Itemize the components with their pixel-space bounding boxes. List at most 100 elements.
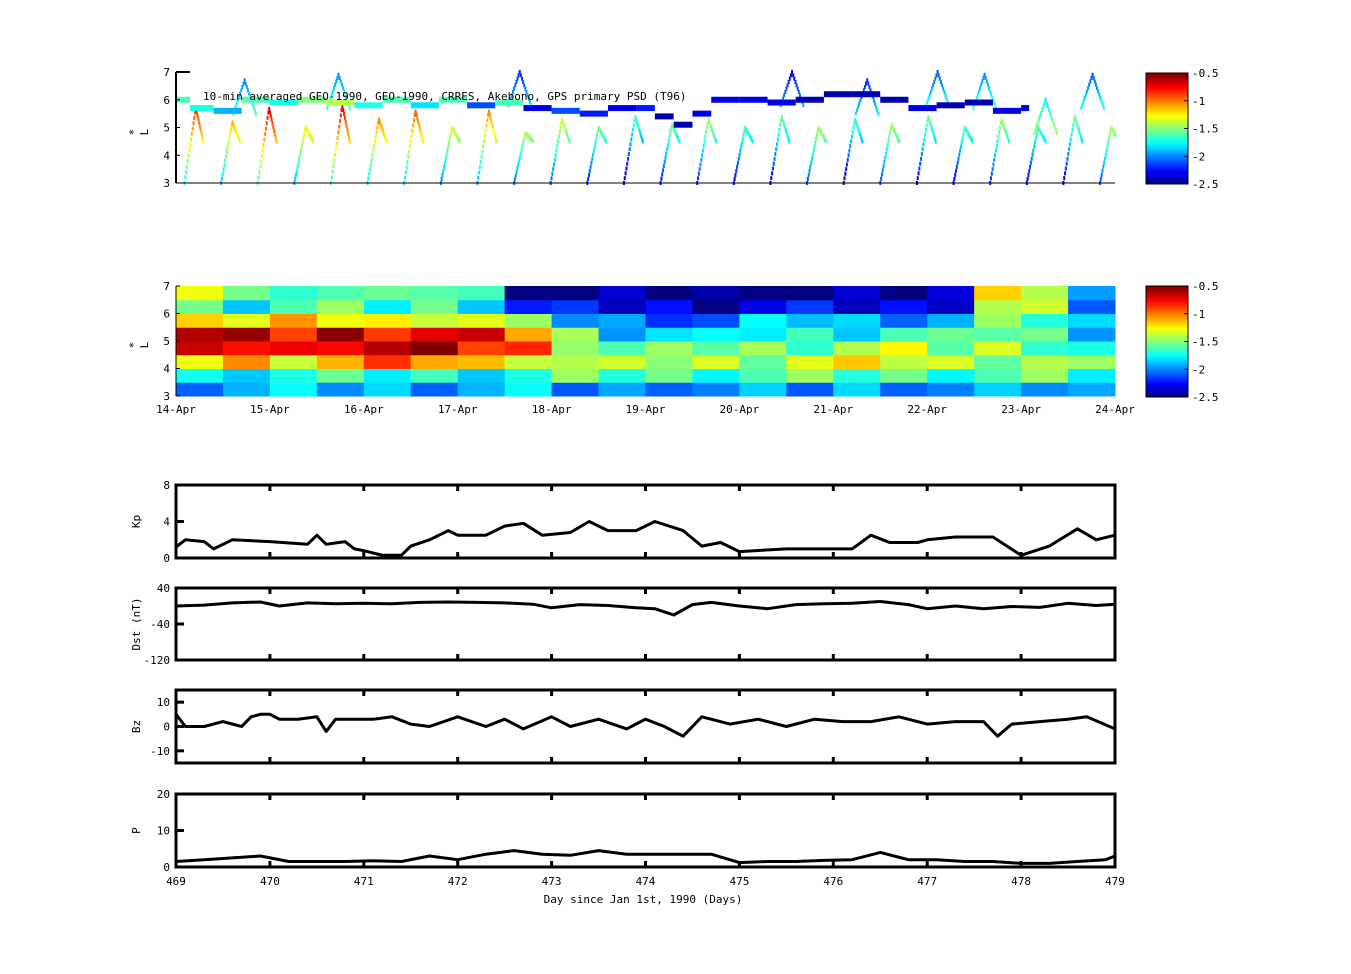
psd-point — [266, 115, 269, 120]
heatmap-cell — [715, 327, 729, 342]
psd-point — [330, 175, 333, 180]
heatmap-cell — [563, 341, 576, 356]
psd-point — [334, 82, 337, 87]
heatmap-cell — [927, 327, 940, 342]
psd-point — [637, 125, 640, 130]
psd-point — [333, 86, 336, 91]
psd-point — [197, 117, 200, 122]
heatmap-cell — [234, 327, 247, 342]
heatmap-cell — [1056, 354, 1069, 369]
psd-point — [1097, 89, 1100, 94]
heatmap-cell — [258, 382, 271, 397]
psd-point — [482, 144, 485, 149]
psd-point — [419, 129, 422, 134]
heatmap-cell — [328, 382, 341, 397]
x-tick-label: 479 — [1105, 875, 1125, 888]
psd-point — [558, 130, 561, 135]
heatmap-cell — [856, 299, 870, 314]
psd-point — [554, 153, 557, 158]
heatmap-cell — [434, 313, 447, 328]
psd-point — [338, 76, 341, 81]
psd-point — [971, 139, 974, 144]
heatmap-cell — [610, 286, 623, 301]
colorbar-swatch — [1146, 130, 1188, 133]
psd-point — [406, 160, 409, 165]
psd-point — [517, 73, 520, 78]
axes-frame — [174, 688, 1117, 765]
psd-point — [446, 148, 449, 153]
psd-point — [633, 118, 636, 123]
heatmap-cell — [539, 368, 553, 383]
psd-point — [1088, 82, 1091, 87]
psd-point — [661, 172, 664, 177]
heatmap-cell — [575, 354, 588, 369]
psd-point — [1094, 82, 1097, 87]
heatmap-cell — [962, 286, 975, 301]
heatmap-cell — [1079, 354, 1093, 369]
heatmap-cell — [762, 354, 776, 369]
heatmap-cell — [469, 299, 482, 314]
psd-point — [590, 160, 593, 165]
heatmap-cell — [1091, 286, 1104, 301]
geo-track-segment — [467, 102, 496, 109]
colorbar-swatch — [1146, 119, 1188, 122]
x-tick-label: 472 — [448, 875, 468, 888]
heatmap-cell — [680, 299, 693, 314]
psd-point — [478, 165, 481, 170]
psd-point — [252, 104, 255, 109]
psd-point — [343, 89, 346, 94]
psd-point — [794, 79, 797, 84]
heatmap-cell — [657, 286, 670, 301]
psd-point — [260, 153, 263, 158]
heatmap-cell — [974, 313, 987, 328]
heatmap-cell — [739, 299, 752, 314]
psd-point — [863, 84, 866, 89]
colorbar-swatch — [1146, 167, 1188, 170]
psd-point — [588, 168, 591, 173]
heatmap-cell — [938, 341, 952, 356]
heatmap-cell — [950, 327, 963, 342]
psd-point — [634, 114, 637, 119]
psd-point — [640, 133, 643, 138]
geo-track-segment — [298, 96, 327, 103]
geo-track-segment — [495, 99, 524, 106]
psd-point — [1068, 142, 1071, 147]
heatmap-cell — [492, 286, 506, 301]
psd-point — [796, 86, 799, 91]
x-tick-label: 24-Apr — [1095, 403, 1135, 416]
heatmap-cell — [927, 299, 940, 314]
heatmap-cell — [751, 299, 764, 314]
psd-point — [709, 122, 712, 127]
colorbar-swatch — [1146, 393, 1188, 396]
colorbar-swatch — [1146, 97, 1188, 100]
psd-point — [1080, 106, 1083, 111]
colorbar-swatch — [1146, 95, 1188, 98]
psd-point — [267, 110, 270, 115]
psd-point — [784, 128, 787, 133]
psd-point — [1066, 156, 1069, 161]
psd-point — [824, 139, 827, 144]
psd-point — [994, 148, 997, 153]
psd-point — [300, 144, 303, 149]
psd-point — [678, 139, 681, 144]
heatmap-cell — [774, 327, 787, 342]
psd-point — [367, 176, 370, 181]
psd-point — [928, 117, 931, 122]
heatmap-cell — [539, 313, 553, 328]
psd-point — [1033, 131, 1036, 136]
psd-point — [953, 176, 956, 181]
psd-point — [810, 156, 813, 161]
colorbar-swatch — [1146, 108, 1188, 111]
heatmap-cell — [950, 354, 963, 369]
heatmap-cell — [246, 341, 259, 356]
psd-point — [880, 172, 883, 177]
heatmap-cell — [246, 313, 259, 328]
heatmap-cell — [422, 299, 435, 314]
heatmap-cell — [481, 327, 494, 342]
psd-point — [562, 122, 565, 127]
psd-point — [592, 152, 595, 157]
psd-point — [404, 170, 407, 175]
psd-point — [734, 172, 737, 177]
psd-point — [415, 112, 418, 117]
